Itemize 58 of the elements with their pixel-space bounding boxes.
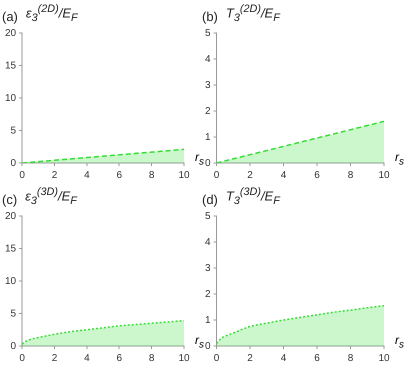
chart-title: ε$_{3}$$^{(2D)}$/E$_{F}$ [26,3,78,24]
x-tick-label: 8 [148,352,155,364]
x-tick-label: 0 [19,352,26,364]
x-tick-label: 4 [84,170,90,181]
y-tick-label: 5 [205,210,211,222]
y-tick-label: 4 [205,236,211,248]
chart-title: T$_{3}$$^{(3D)}$/E$_{F}$ [226,186,280,207]
x-tick-label: 8 [348,170,354,181]
x-tick-label: 10 [378,170,390,181]
x-tick-label: 0 [214,170,220,181]
y-tick-label: 2 [205,106,211,117]
x-tick-label: 6 [116,352,122,364]
x-tick-label: 10 [378,352,390,364]
y-tick-label: 10 [5,276,17,287]
x-tick-label: 0 [19,170,26,181]
y-tick-label: 0 [205,158,211,169]
chart-title: T$_{3}$$^{(2D)}$/E$_{F}$ [226,3,280,24]
x-tick-label: 2 [52,352,58,364]
text: (c) [2,192,18,207]
y-tick-label: 3 [205,80,211,91]
y-tick-label: 0 [10,158,17,169]
y-tick-label: 20 [5,210,17,222]
x-axis-title: r$_{s}$ [195,332,204,350]
y-tick-label: 0 [205,340,211,352]
y-tick-label: 0 [10,340,17,352]
x-tick-label: 8 [348,352,354,364]
y-tick-label: 5 [10,125,17,136]
y-tick-label: 3 [205,262,211,274]
x-tick-label: 2 [247,352,254,364]
text: (d) [202,192,218,207]
x-axis-title: r$_{s}$ [195,150,204,167]
text: (a) [2,9,18,24]
x-tick-label: 2 [52,170,58,181]
x-tick-label: 4 [84,352,90,364]
y-tick-label: 2 [205,288,211,300]
y-tick-label: 4 [205,54,211,65]
chart-title: ε$_{3}$$^{(3D)}$/E$_{F}$ [25,186,77,207]
y-tick-label: 5 [10,308,17,320]
x-tick-label: 6 [314,170,320,181]
y-tick-label: 5 [205,28,211,39]
x-tick-label: 10 [178,352,190,364]
y-tick-label: 1 [205,314,211,326]
x-tick-label: 8 [148,170,155,181]
text: (b) [202,9,218,24]
y-tick-label: 1 [205,132,211,143]
y-tick-label: 15 [5,243,17,254]
x-tick-label: 10 [178,170,190,181]
x-tick-label: 6 [116,170,122,181]
x-tick-label: 2 [247,170,254,181]
y-tick-label: 10 [5,92,17,104]
x-axis-title: r$_{s}$ [395,150,404,167]
x-tick-label: 0 [214,352,220,364]
x-tick-label: 4 [280,170,287,181]
y-tick-label: 20 [5,28,17,39]
x-tick-label: 4 [280,352,287,364]
x-axis-title: r$_{s}$ [395,332,404,350]
x-tick-label: 6 [314,352,320,364]
y-tick-label: 15 [5,60,17,72]
